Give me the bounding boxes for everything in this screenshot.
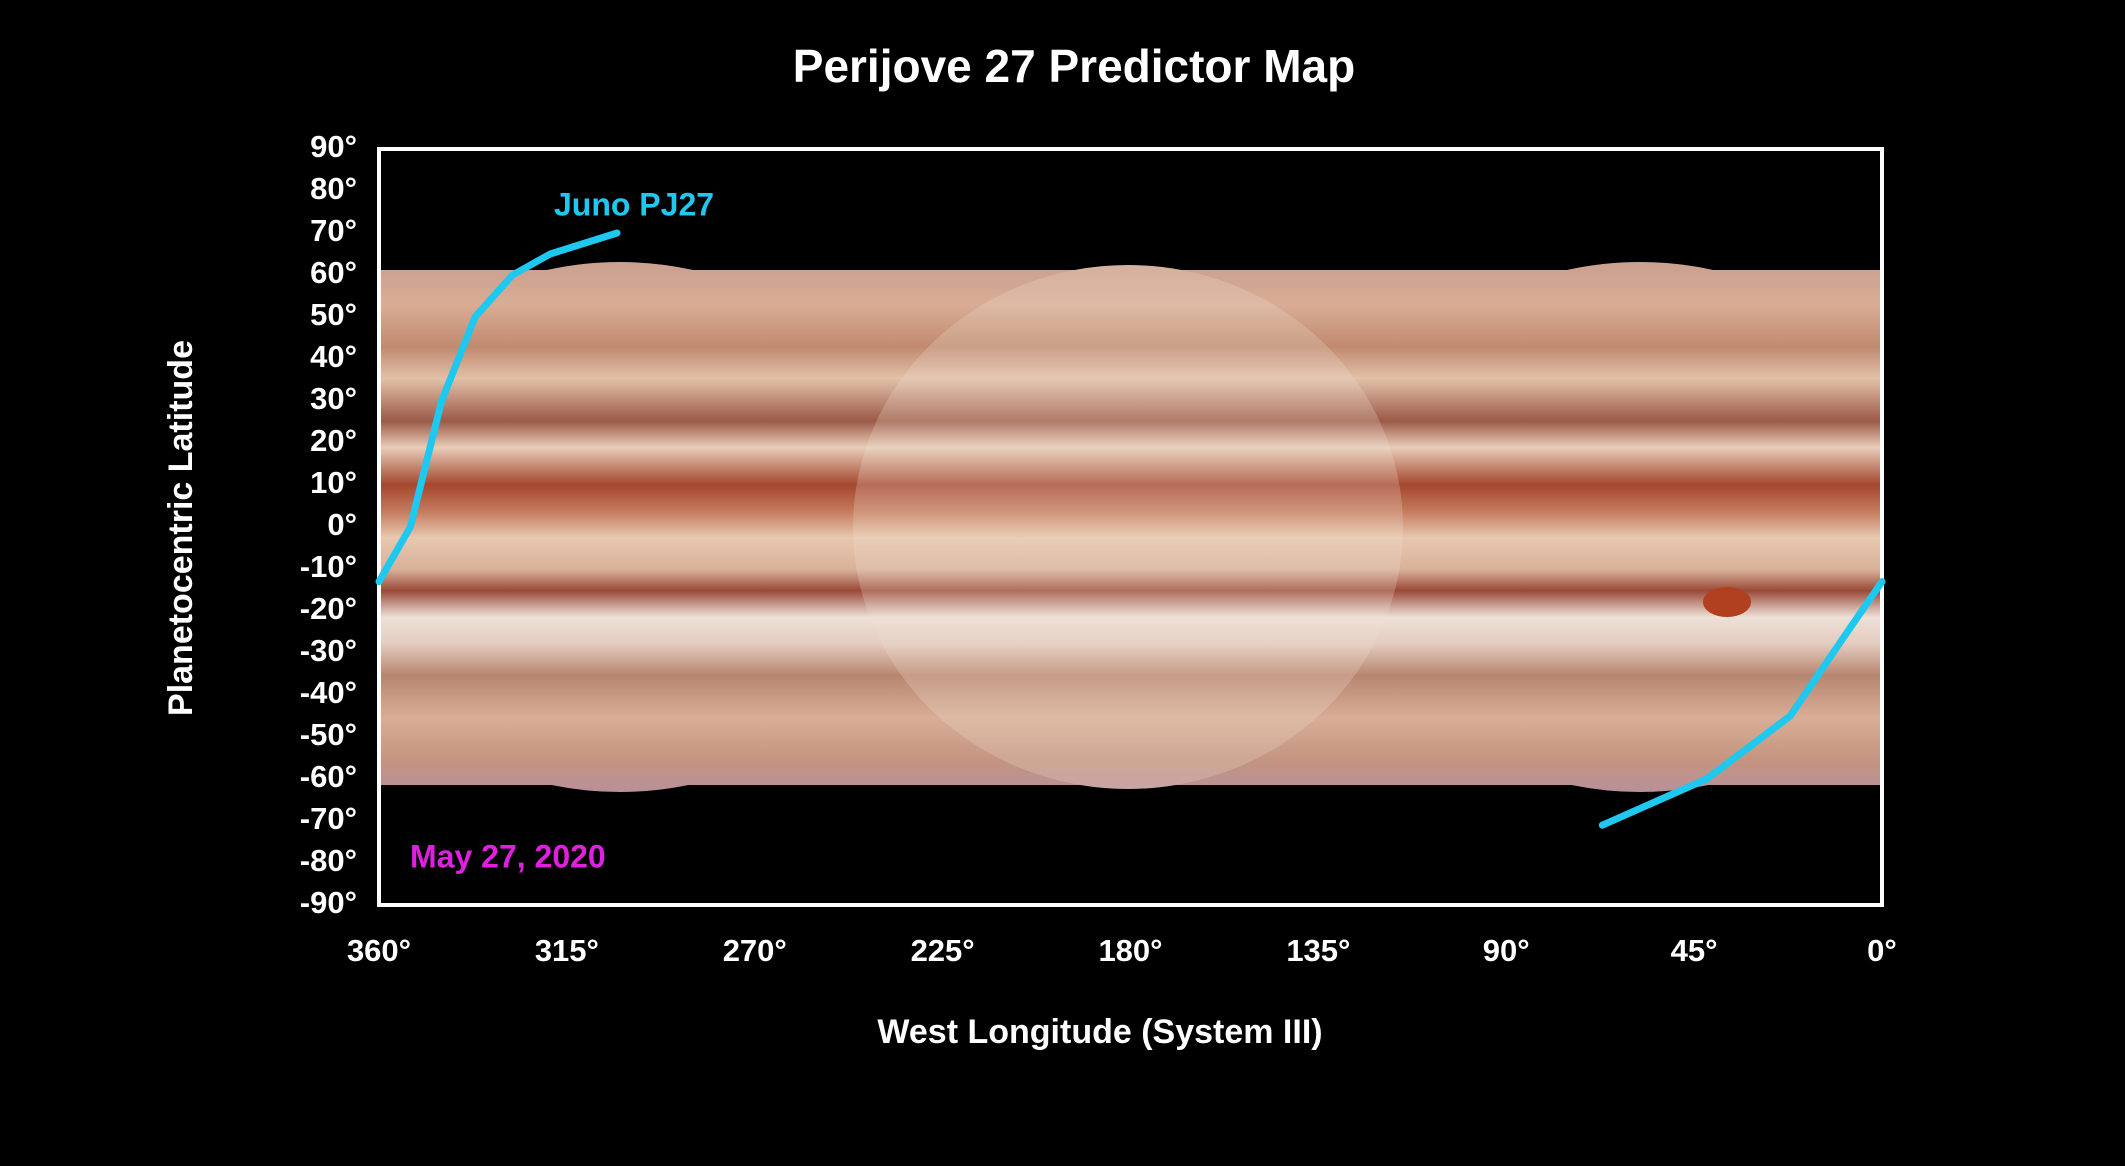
x-tick-label: 135° bbox=[1286, 933, 1350, 968]
y-tick-label: 30° bbox=[310, 381, 357, 416]
y-tick-label: 60° bbox=[310, 255, 357, 290]
y-tick-label: 10° bbox=[310, 465, 357, 500]
chart-title: Perijove 27 Predictor Map bbox=[793, 40, 1355, 92]
y-tick-label: -20° bbox=[300, 591, 357, 626]
y-tick-label: 50° bbox=[310, 297, 357, 332]
map-tile bbox=[853, 265, 1403, 789]
x-tick-label: 315° bbox=[535, 933, 599, 968]
x-tick-label: 45° bbox=[1671, 933, 1718, 968]
x-tick-label: 225° bbox=[911, 933, 975, 968]
y-tick-label: 90° bbox=[310, 129, 357, 164]
y-tick-label: 40° bbox=[310, 339, 357, 374]
y-tick-label: -60° bbox=[300, 759, 357, 794]
x-tick-label: 360° bbox=[347, 933, 411, 968]
x-tick-label: 180° bbox=[1098, 933, 1162, 968]
planet-map bbox=[379, 262, 1882, 792]
x-tick-label: 0° bbox=[1867, 933, 1897, 968]
x-tick-label: 270° bbox=[723, 933, 787, 968]
trajectory-label: Juno PJ27 bbox=[554, 186, 714, 222]
date-label: May 27, 2020 bbox=[410, 838, 606, 874]
y-tick-label: 80° bbox=[310, 171, 357, 206]
y-tick-label: -80° bbox=[300, 843, 357, 878]
y-tick-label: -10° bbox=[300, 549, 357, 584]
plot-frame bbox=[377, 147, 1884, 907]
x-tick-label: 90° bbox=[1483, 933, 1530, 968]
trajectory-line bbox=[375, 229, 1886, 829]
y-tick-label: -50° bbox=[300, 717, 357, 752]
y-axis-label: Planetocentric Latitude bbox=[162, 340, 200, 716]
y-tick-label: 0° bbox=[327, 507, 357, 542]
y-tick-label: -30° bbox=[300, 633, 357, 668]
x-axis-label: West Longitude (System III) bbox=[877, 1013, 1322, 1051]
y-tick-label: 20° bbox=[310, 423, 357, 458]
y-tick-label: -40° bbox=[300, 675, 357, 710]
map-texture bbox=[379, 262, 1882, 792]
y-tick-label: 70° bbox=[310, 213, 357, 248]
y-tick-label: -70° bbox=[300, 801, 357, 836]
y-tick-label: -90° bbox=[300, 885, 357, 920]
great-red-spot bbox=[1703, 587, 1751, 617]
